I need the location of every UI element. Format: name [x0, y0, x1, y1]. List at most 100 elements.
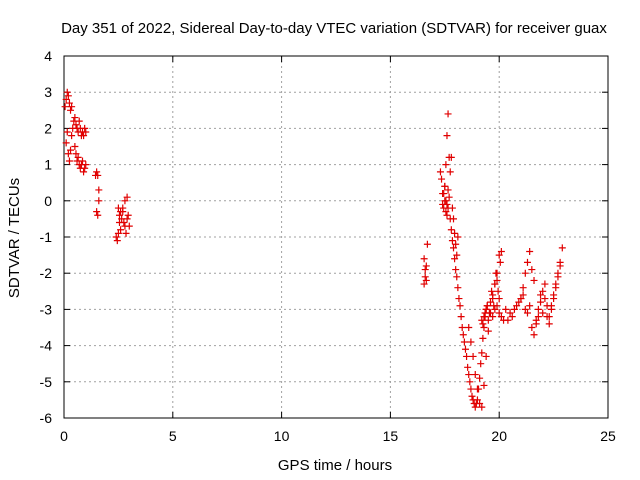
data-point — [457, 313, 465, 321]
data-point — [446, 215, 454, 223]
data-point — [80, 132, 88, 140]
data-point — [528, 266, 536, 274]
data-point — [534, 305, 542, 313]
data-point — [479, 320, 487, 328]
data-point — [443, 132, 451, 140]
data-point — [422, 262, 430, 270]
data-point — [444, 110, 452, 118]
data-point — [545, 320, 553, 328]
data-point — [125, 222, 133, 230]
data-point — [469, 352, 477, 360]
data-point — [508, 313, 516, 321]
chart-title: Day 351 of 2022, Sidereal Day-to-day VTE… — [61, 20, 607, 37]
data-point — [446, 168, 454, 176]
data-point — [477, 360, 485, 368]
y-tick-label: -1 — [40, 229, 53, 245]
data-point — [488, 287, 496, 295]
data-point — [453, 251, 461, 259]
data-point — [484, 316, 492, 324]
data-point — [444, 186, 452, 194]
x-axis-label: GPS time / hours — [278, 457, 392, 474]
data-point — [471, 403, 479, 411]
data-point — [547, 305, 555, 313]
data-point — [541, 295, 549, 303]
data-point — [117, 226, 125, 234]
x-tick-label: 15 — [383, 428, 399, 444]
data-point — [491, 305, 499, 313]
data-point — [539, 309, 547, 317]
data-point — [476, 374, 484, 382]
data-point — [420, 255, 428, 263]
data-point — [458, 324, 466, 331]
data-point — [124, 211, 132, 219]
data-point — [62, 139, 70, 147]
data-point — [494, 287, 502, 295]
data-point — [482, 352, 490, 360]
data-point — [452, 240, 460, 248]
data-point — [468, 392, 476, 400]
data-point — [121, 197, 129, 205]
data-point — [112, 233, 120, 241]
data-point — [122, 229, 130, 237]
data-point — [81, 164, 89, 172]
data-point — [479, 334, 487, 342]
data-point — [495, 251, 503, 259]
data-point — [482, 305, 490, 313]
data-point — [497, 313, 505, 321]
data-point — [537, 298, 545, 306]
tick-marks — [63, 55, 609, 419]
data-point — [497, 247, 505, 255]
data-point — [558, 244, 566, 252]
data-point — [123, 193, 131, 201]
y-tick-label: 3 — [44, 84, 52, 100]
data-point — [517, 295, 525, 303]
data-point — [534, 313, 542, 321]
data-point — [510, 305, 518, 313]
y-tick-labels: -6 -5 -4 -3 -2 -1 0 1 2 3 4 — [40, 48, 53, 426]
data-point — [67, 146, 75, 154]
data-point — [72, 121, 80, 129]
y-tick-label: 2 — [44, 120, 52, 136]
data-point — [504, 316, 512, 324]
data-point — [478, 316, 486, 324]
data-point — [476, 400, 484, 408]
data-point — [521, 305, 529, 313]
data-point — [68, 103, 76, 111]
data-point — [480, 313, 488, 321]
data-point — [473, 385, 481, 393]
data-point — [455, 295, 463, 303]
data-point — [486, 298, 494, 306]
data-point — [465, 371, 473, 379]
data-point — [471, 371, 479, 379]
data-point — [541, 280, 549, 288]
data-point — [519, 291, 527, 299]
data-point — [447, 226, 455, 234]
data-point — [95, 186, 103, 194]
data-point — [440, 190, 448, 198]
data-point — [467, 385, 475, 393]
data-point — [442, 161, 450, 169]
data-points — [61, 88, 566, 411]
data-point — [120, 219, 128, 227]
x-tick-label: 10 — [274, 428, 290, 444]
data-point — [530, 276, 538, 284]
data-point — [65, 157, 73, 165]
data-point — [495, 309, 503, 317]
data-point — [454, 284, 462, 292]
data-point — [113, 237, 121, 245]
data-point — [447, 153, 455, 161]
data-point — [556, 262, 564, 270]
data-point — [465, 324, 473, 331]
grid-lines — [64, 56, 608, 418]
data-point — [493, 276, 501, 284]
data-point — [443, 211, 451, 219]
data-point — [521, 269, 529, 277]
data-point — [71, 114, 79, 122]
x-tick-label: 20 — [491, 428, 507, 444]
data-point — [61, 103, 69, 111]
data-point — [478, 349, 486, 357]
y-tick-label: 1 — [44, 157, 52, 173]
data-point — [448, 237, 456, 245]
data-point — [94, 171, 102, 179]
data-point — [436, 168, 444, 176]
